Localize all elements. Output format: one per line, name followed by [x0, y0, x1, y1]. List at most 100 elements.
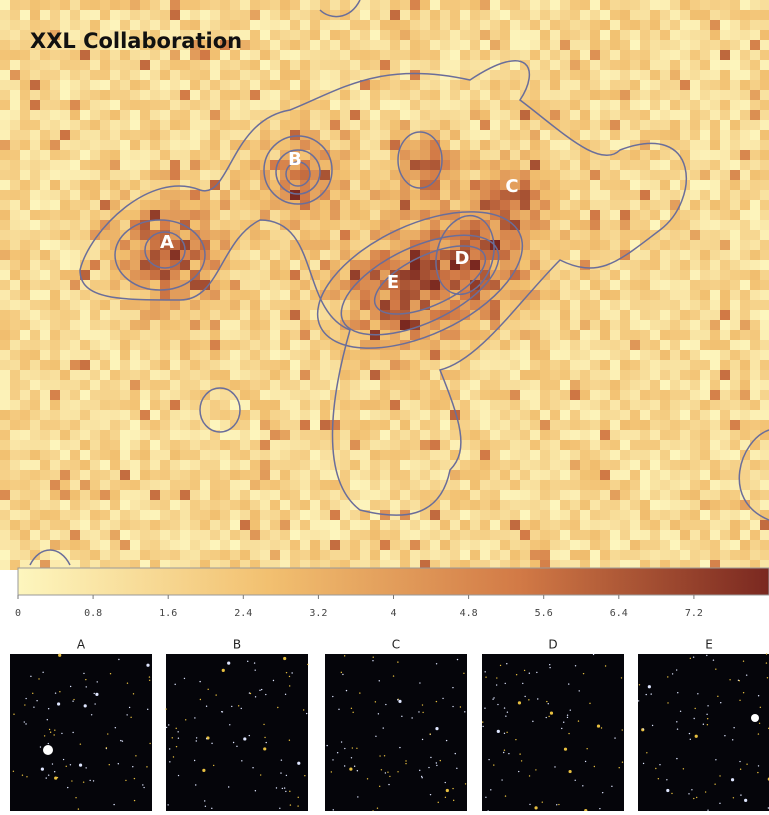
heat-cell — [190, 470, 200, 480]
heat-cell — [520, 510, 530, 520]
heat-cell — [320, 520, 330, 530]
heat-cell — [440, 140, 450, 150]
heat-cell — [510, 390, 520, 400]
heat-cell — [310, 320, 320, 330]
heat-cell — [480, 90, 490, 100]
heat-cell — [290, 380, 300, 390]
heat-cell — [280, 320, 290, 330]
heat-cell — [360, 80, 370, 90]
heat-cell — [720, 470, 730, 480]
heat-cell — [20, 520, 30, 530]
heat-cell — [210, 490, 220, 500]
heat-cell — [610, 270, 620, 280]
heat-cell — [340, 90, 350, 100]
heat-cell — [530, 220, 540, 230]
heat-cell — [450, 470, 460, 480]
heat-cell — [670, 0, 680, 10]
heat-cell — [200, 130, 210, 140]
heat-cell — [630, 150, 640, 160]
heat-cell — [250, 510, 260, 520]
heat-cell — [530, 490, 540, 500]
heat-cell — [190, 170, 200, 180]
heat-cell — [490, 150, 500, 160]
heat-cell — [520, 470, 530, 480]
heat-cell — [520, 30, 530, 40]
heat-cell — [0, 220, 10, 230]
heat-cell — [590, 400, 600, 410]
heat-cell — [720, 360, 730, 370]
heat-cell — [700, 20, 710, 30]
heat-cell — [650, 100, 660, 110]
heat-cell — [310, 240, 320, 250]
heat-cell — [390, 440, 400, 450]
star — [280, 759, 283, 761]
heat-cell — [370, 510, 380, 520]
heat-cell — [120, 170, 130, 180]
heat-cell — [410, 250, 420, 260]
heat-cell — [630, 170, 640, 180]
star — [505, 715, 507, 717]
heat-cell — [360, 110, 370, 120]
heat-cell — [200, 30, 210, 40]
heat-cell — [510, 310, 520, 320]
heat-cell — [0, 500, 10, 510]
heat-cell — [730, 40, 740, 50]
star — [357, 796, 359, 798]
heat-cell — [580, 530, 590, 540]
heat-cell — [500, 240, 510, 250]
heat-cell — [20, 10, 30, 20]
heat-cell — [520, 10, 530, 20]
heat-cell — [700, 520, 710, 530]
heat-cell — [130, 120, 140, 130]
heat-cell — [170, 560, 180, 570]
heat-cell — [160, 10, 170, 20]
heat-cell — [250, 550, 260, 560]
heat-cell — [60, 530, 70, 540]
heat-cell — [230, 290, 240, 300]
heat-cell — [50, 300, 60, 310]
heat-cell — [80, 180, 90, 190]
heat-cell — [570, 260, 580, 270]
star — [330, 771, 333, 773]
heat-cell — [80, 310, 90, 320]
star — [506, 731, 508, 734]
heat-cell — [530, 390, 540, 400]
heat-cell — [450, 550, 460, 560]
heat-cell — [390, 220, 400, 230]
heat-cell — [530, 160, 540, 170]
heat-cell — [690, 400, 700, 410]
star — [384, 772, 387, 774]
heat-cell — [590, 290, 600, 300]
heat-cell — [380, 430, 390, 440]
heat-cell — [440, 290, 450, 300]
heat-cell — [390, 410, 400, 420]
heat-cell — [190, 510, 200, 520]
heatmap — [0, 0, 769, 570]
heat-cell — [500, 320, 510, 330]
heat-cell — [330, 210, 340, 220]
heat-cell — [210, 220, 220, 230]
heat-cell — [0, 60, 10, 70]
heat-cell — [80, 260, 90, 270]
heat-cell — [590, 310, 600, 320]
heat-cell — [300, 390, 310, 400]
map-label: A — [160, 232, 174, 253]
heat-cell — [590, 510, 600, 520]
heat-cell — [630, 350, 640, 360]
heat-cell — [430, 190, 440, 200]
heat-cell — [100, 150, 110, 160]
heat-cell — [360, 150, 370, 160]
heat-cell — [440, 130, 450, 140]
heat-cell — [300, 400, 310, 410]
heat-cell — [480, 140, 490, 150]
heat-cell — [530, 100, 540, 110]
heat-cell — [270, 60, 280, 70]
heat-cell — [710, 290, 720, 300]
heat-cell — [640, 290, 650, 300]
heat-cell — [230, 550, 240, 560]
star — [241, 760, 243, 762]
heat-cell — [410, 190, 420, 200]
heat-cell — [760, 240, 769, 250]
star — [61, 732, 63, 735]
heat-cell — [580, 470, 590, 480]
